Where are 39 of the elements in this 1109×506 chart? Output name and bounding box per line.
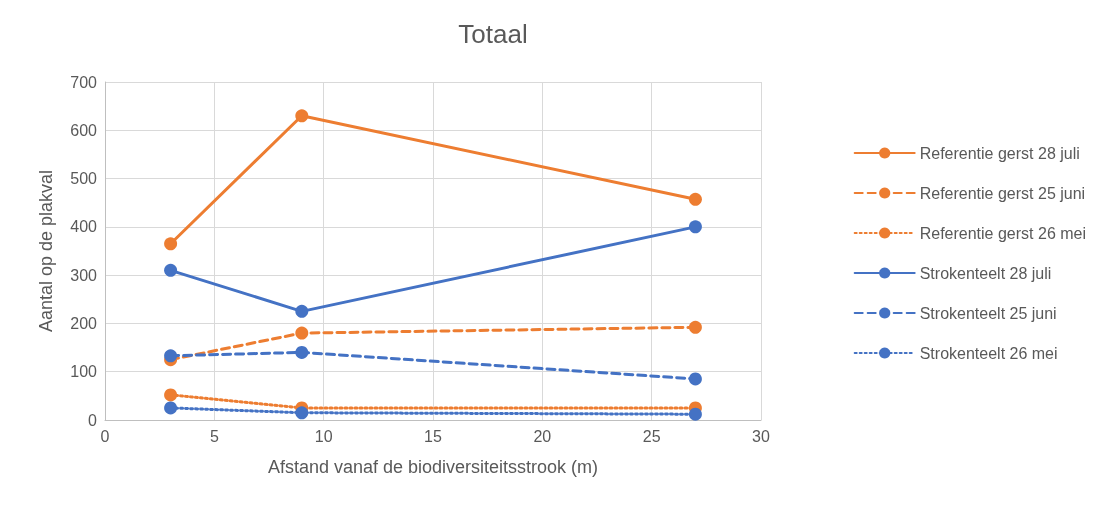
y-tick-label: 400: [70, 218, 98, 236]
point: [688, 320, 702, 334]
y-tick-label: 700: [70, 73, 98, 91]
point: [295, 326, 309, 340]
point: [164, 349, 178, 363]
legend-label: Strokenteelt 26 mei: [919, 344, 1058, 362]
point: [164, 401, 178, 415]
x-tick-label: 20: [533, 427, 552, 445]
y-axis-title: Aantal op de plakval: [36, 169, 56, 333]
point: [164, 237, 178, 251]
legend-label: Strokenteelt 28 juli: [919, 264, 1052, 282]
point: [295, 406, 309, 420]
point: [295, 109, 309, 123]
point: [688, 192, 702, 206]
x-tick-label: 10: [314, 427, 333, 445]
y-tick-label: 300: [70, 266, 98, 284]
chart-title: Totaal: [458, 19, 528, 49]
point: [164, 263, 178, 277]
x-axis-title: Afstand vanaf de biodiversiteitsstrook (m): [267, 457, 599, 477]
y-tick-label: 100: [70, 363, 98, 381]
y-tick-label: 0: [88, 411, 98, 429]
point: [688, 372, 702, 386]
legend-label: Strokenteelt 25 juni: [919, 304, 1057, 322]
x-tick-label: 5: [209, 427, 219, 445]
point: [295, 345, 309, 359]
legend-label: Referentie gerst 28 juli: [919, 144, 1080, 162]
legend-label: Referentie gerst 26 mei: [919, 224, 1087, 242]
y-tick-label: 500: [70, 170, 98, 188]
y-tick-label: 200: [70, 314, 98, 332]
point: [688, 220, 702, 234]
legend-label: Referentie gerst 25 juni: [919, 184, 1086, 202]
point: [295, 304, 309, 318]
y-tick-label: 600: [70, 121, 98, 139]
point: [164, 388, 178, 402]
x-tick-label: 15: [424, 427, 442, 445]
point: [688, 407, 702, 421]
x-tick-label: 25: [642, 427, 661, 445]
x-tick-label: 0: [100, 427, 110, 445]
x-tick-label: 30: [752, 427, 770, 445]
